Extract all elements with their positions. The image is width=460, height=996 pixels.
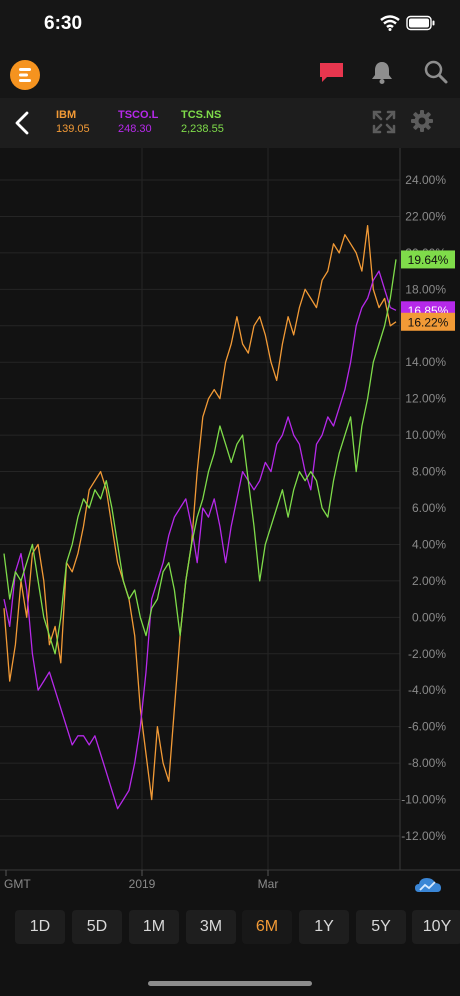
y-tick-label: 24.00% (405, 173, 446, 187)
app-logo-icon[interactable] (10, 60, 40, 90)
y-tick-label: 18.00% (405, 282, 446, 296)
range-button-5d[interactable]: 5D (72, 910, 122, 944)
y-tick-label: 0.00% (412, 610, 446, 624)
series-line-tsco-l[interactable] (3, 270, 397, 810)
chat-icon[interactable] (318, 61, 345, 85)
quote-symbol: TSCO.L (118, 109, 159, 121)
quote-price: 139.05 (56, 123, 90, 135)
range-button-3m[interactable]: 3M (186, 910, 236, 944)
y-tick-label: 12.00% (405, 392, 446, 406)
range-bar: 1D 5D 1M 3M 6M 1Y 5Y 10Y (0, 900, 460, 996)
x-tick-label: 2019 (129, 877, 156, 891)
quote-symbol: TCS.NS (181, 109, 222, 121)
quote-symbol: IBM (56, 109, 77, 121)
line-chart[interactable]: 24.00%22.00%20.00%18.00%16.00%14.00%12.0… (0, 148, 460, 900)
y-tick-label: 14.00% (405, 355, 446, 369)
range-button-6m[interactable]: 6M (242, 910, 292, 944)
y-axis-ticks: 24.00%22.00%20.00%18.00%16.00%14.00%12.0… (401, 173, 446, 843)
range-button-10y[interactable]: 10Y (412, 910, 460, 944)
last-value-label: 16.22% (401, 312, 455, 331)
series-line-ibm[interactable] (3, 224, 397, 801)
home-indicator (148, 981, 312, 986)
last-value-badge (401, 250, 455, 269)
last-value-labels: 19.64%16.85%16.22% (401, 250, 455, 331)
last-value-label: 19.64% (401, 250, 455, 269)
x-tick-label: Mar (258, 877, 279, 891)
y-tick-label: 4.00% (412, 537, 446, 551)
range-button-1y[interactable]: 1Y (299, 910, 349, 944)
quote-price: 248.30 (118, 123, 152, 135)
chart-area[interactable]: 24.00%22.00%20.00%18.00%16.00%14.00%12.0… (0, 148, 460, 900)
y-tick-label: -8.00% (408, 756, 446, 770)
series-line-tcs-ns[interactable] (3, 259, 397, 655)
settings-icon[interactable] (410, 109, 434, 133)
grid-lines (0, 148, 460, 871)
bell-icon[interactable] (369, 59, 395, 85)
cloud-icon[interactable] (414, 876, 442, 894)
quote-ibm[interactable]: IBM 139.05 (56, 108, 90, 136)
app-bar (0, 50, 460, 98)
y-tick-label: 22.00% (405, 209, 446, 223)
quote-price: 2,238.55 (181, 123, 224, 135)
series-lines (3, 224, 397, 810)
y-tick-label: -10.00% (401, 793, 446, 807)
chart-header: IBM 139.05 TSCO.L 248.30 TCS.NS 2,238.55 (0, 98, 460, 148)
y-tick-label: -12.00% (401, 829, 446, 843)
last-value-text: 19.64% (408, 253, 449, 267)
y-tick-label: 2.00% (412, 574, 446, 588)
x-tick-label: GMT (4, 877, 31, 891)
battery-icon (406, 15, 435, 31)
expand-icon[interactable] (372, 110, 396, 134)
search-icon[interactable] (423, 59, 449, 85)
quote-tcs[interactable]: TCS.NS 2,238.55 (181, 108, 224, 136)
last-value-badge (401, 312, 455, 331)
status-time: 6:30 (44, 13, 83, 34)
last-value-text: 16.22% (408, 315, 449, 329)
y-tick-label: 10.00% (405, 428, 446, 442)
status-bar: 6:30 (0, 0, 460, 50)
y-tick-label: -6.00% (408, 720, 446, 734)
y-tick-label: 8.00% (412, 465, 446, 479)
quote-tsco[interactable]: TSCO.L 248.30 (118, 108, 158, 136)
y-tick-label: -4.00% (408, 683, 446, 697)
back-icon[interactable] (12, 110, 32, 136)
range-button-1d[interactable]: 1D (15, 910, 65, 944)
y-tick-label: -2.00% (408, 647, 446, 661)
wifi-icon (380, 15, 400, 31)
range-button-1m[interactable]: 1M (129, 910, 179, 944)
range-button-5y[interactable]: 5Y (356, 910, 406, 944)
x-axis-ticks: GMT 2019 Mar (4, 870, 278, 891)
y-tick-label: 6.00% (412, 501, 446, 515)
